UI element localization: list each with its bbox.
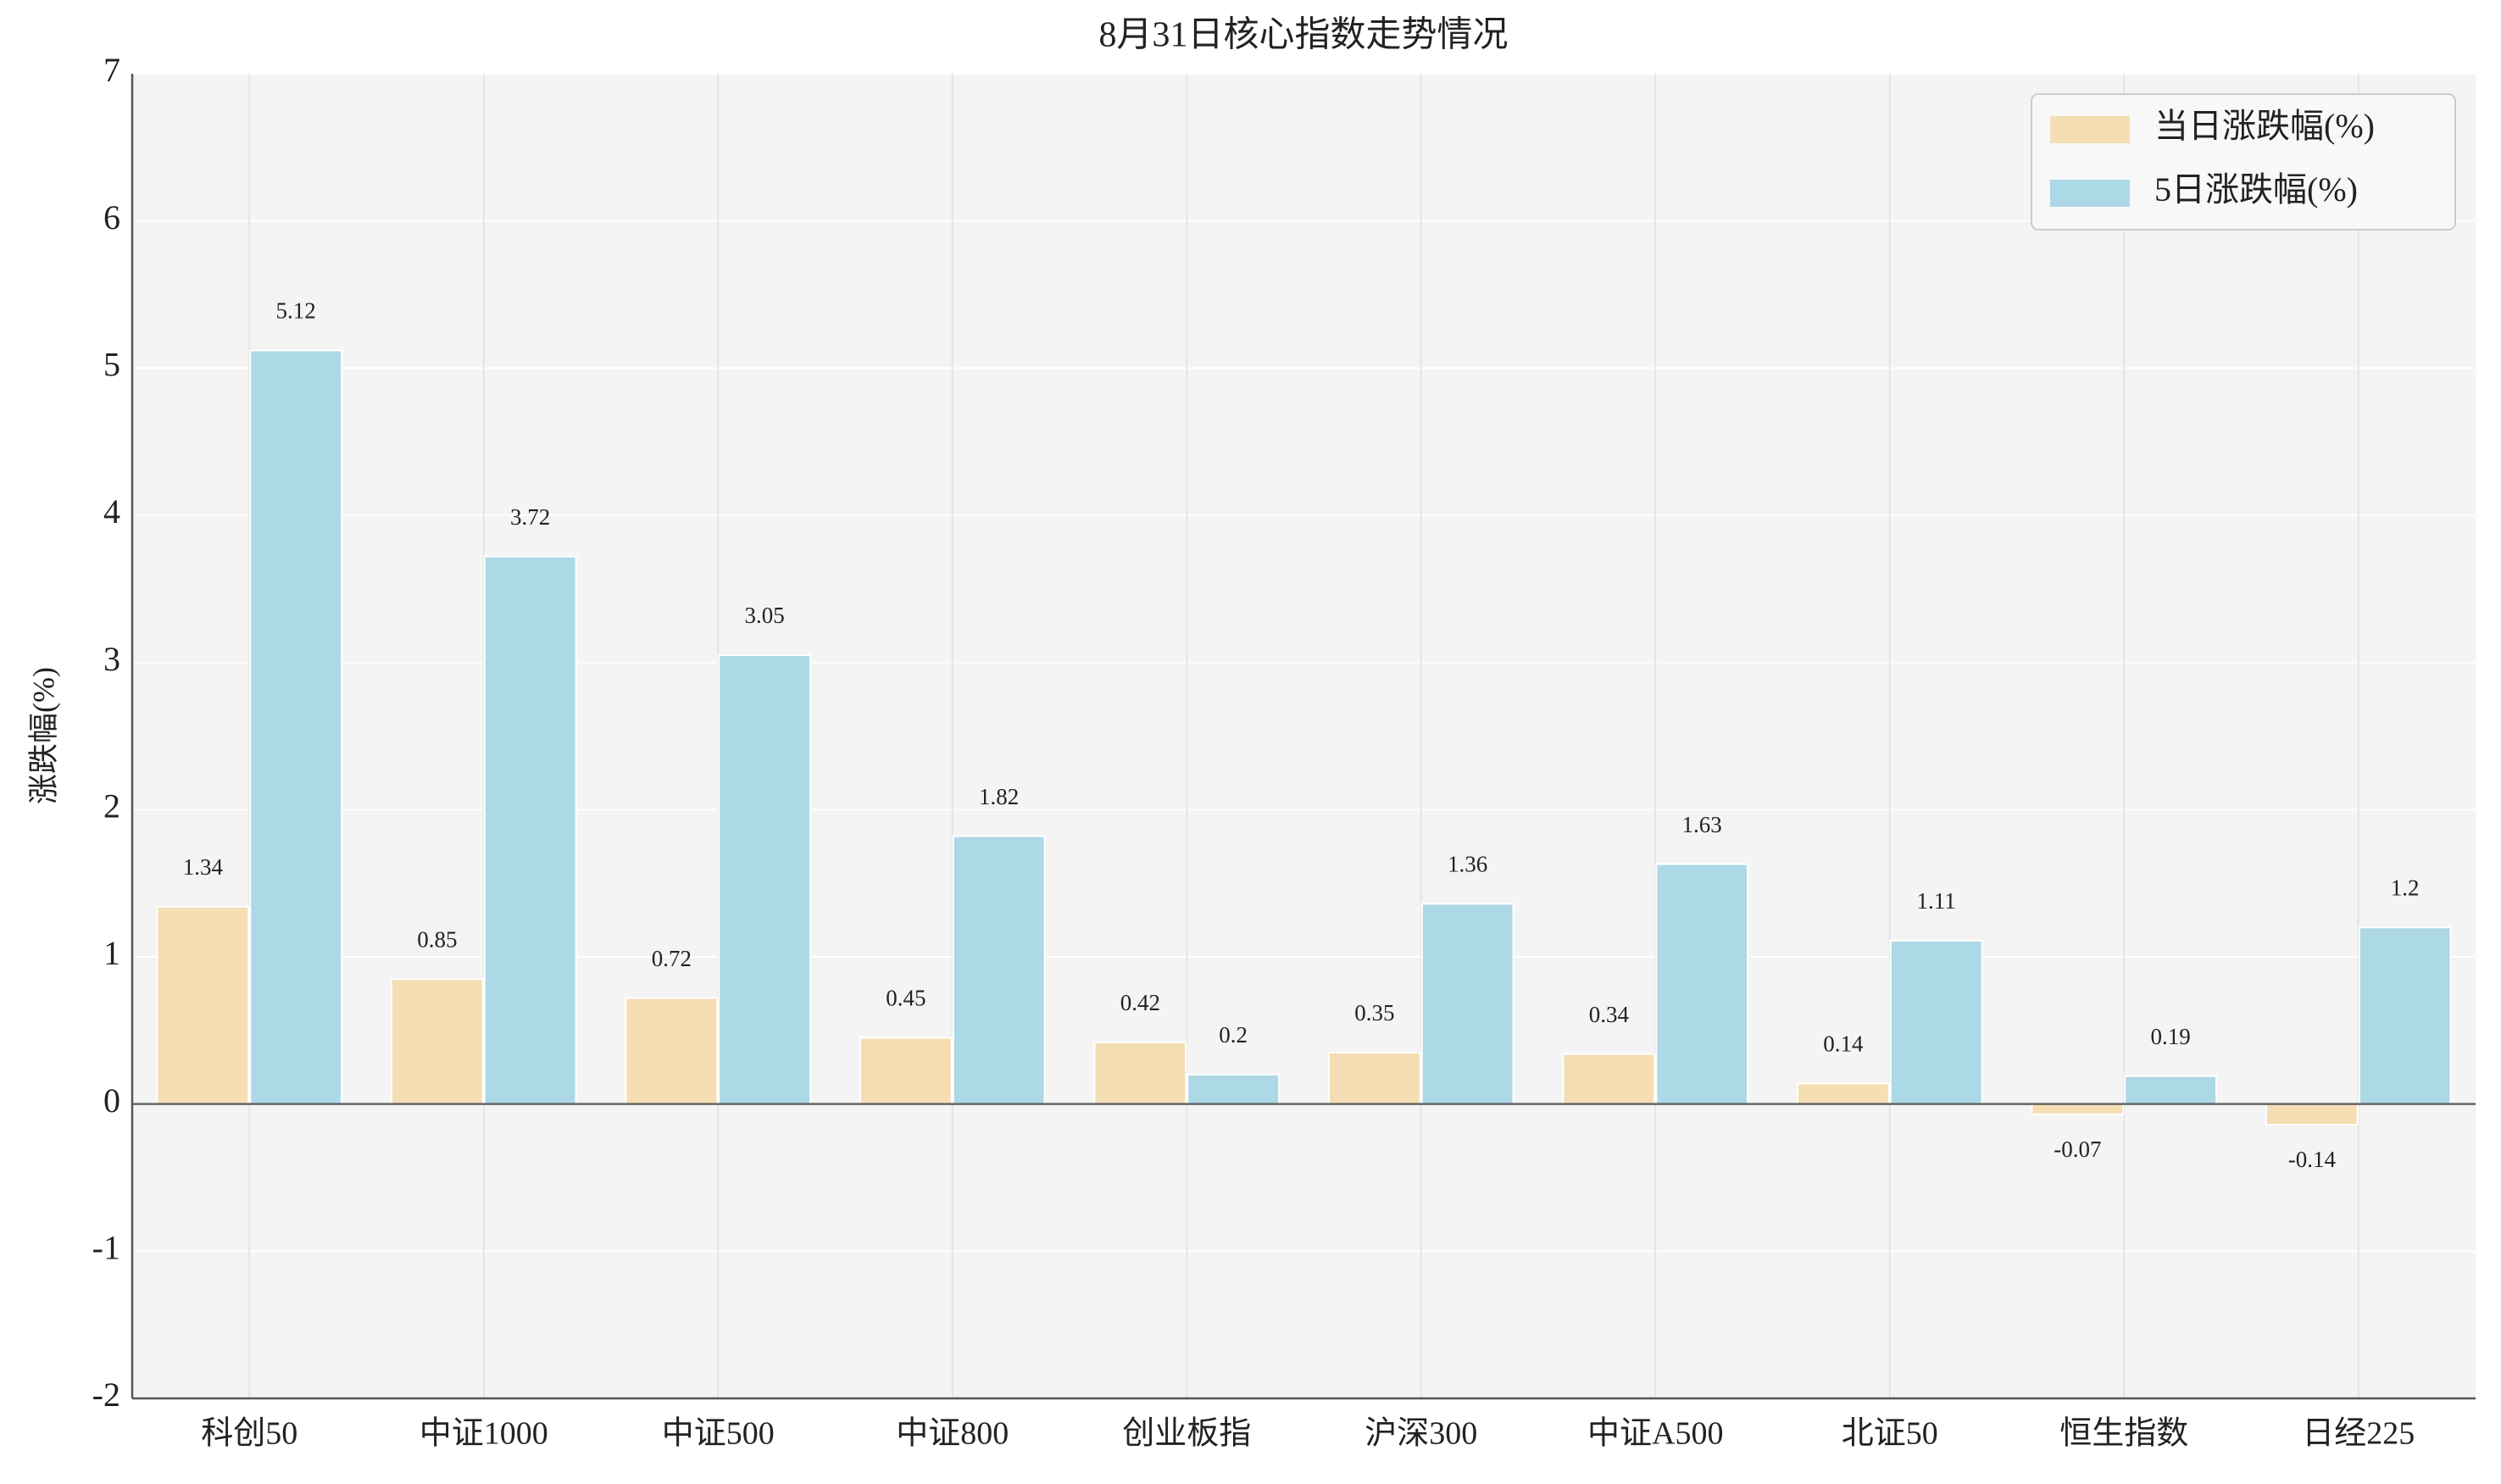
- x-tick-label: 北证50: [1842, 1416, 1938, 1452]
- value-label: 0.35: [1354, 1000, 1394, 1025]
- x-tick-label: 中证1000: [420, 1416, 548, 1452]
- value-label: 0.2: [1219, 1022, 1248, 1048]
- value-label: 0.72: [652, 946, 692, 971]
- bar: [1655, 863, 1749, 1105]
- y-tick-label: 6: [103, 198, 120, 236]
- value-label: 3.72: [510, 504, 550, 530]
- y-tick-label: 0: [103, 1081, 120, 1120]
- legend-swatch: [2050, 116, 2130, 143]
- value-label: 1.63: [1682, 812, 1722, 837]
- x-tick-label: 恒生指数: [2059, 1416, 2188, 1452]
- bar: [483, 555, 577, 1105]
- value-label: 0.85: [417, 926, 457, 952]
- value-label: 0.42: [1120, 990, 1160, 1015]
- value-label: 1.11: [1917, 888, 1956, 914]
- value-label: 0.45: [886, 986, 925, 1011]
- value-label: 1.36: [1448, 852, 1487, 877]
- bar: [249, 349, 343, 1105]
- x-tick-label: 中证800: [896, 1416, 1009, 1452]
- y-tick-label: 5: [103, 346, 120, 384]
- legend-label: 当日涨跌幅(%): [2154, 107, 2375, 145]
- x-tick-label: 沪深300: [1364, 1416, 1477, 1452]
- value-label: 0.19: [2151, 1024, 2191, 1049]
- bar: [718, 653, 812, 1105]
- bar: [156, 905, 250, 1105]
- y-tick-label: 7: [103, 51, 120, 89]
- bar: [2358, 926, 2452, 1105]
- bar: [2031, 1103, 2125, 1115]
- bar: [1796, 1082, 1890, 1105]
- value-label: 1.82: [979, 784, 1019, 809]
- value-label: 0.34: [1589, 1002, 1630, 1027]
- bar: [390, 978, 484, 1105]
- value-label: 5.12: [276, 298, 316, 324]
- bar: [1187, 1073, 1281, 1105]
- legend-label: 5日涨跌幅(%): [2154, 170, 2358, 208]
- bar: [859, 1037, 953, 1105]
- bar: [1093, 1041, 1187, 1105]
- legend-box: [2031, 93, 2456, 231]
- bar: [1420, 903, 1514, 1105]
- y-tick-label: 4: [103, 492, 120, 531]
- x-tick-label: 中证A500: [1587, 1416, 1723, 1452]
- bar: [952, 835, 1046, 1105]
- bar: [1327, 1051, 1421, 1105]
- chart-title: 8月31日核心指数走势情况: [1098, 16, 1508, 55]
- bar: [625, 997, 719, 1105]
- bar: [2124, 1075, 2218, 1105]
- legend-swatch: [2050, 180, 2130, 207]
- y-tick-label: -1: [92, 1229, 120, 1267]
- value-label: 1.34: [183, 854, 224, 880]
- y-tick-label: 1: [103, 934, 120, 972]
- value-label: -0.14: [2288, 1147, 2337, 1172]
- y-axis-label: 涨跌幅(%): [26, 667, 60, 804]
- bar: [1889, 939, 1983, 1105]
- bar: [1562, 1053, 1656, 1105]
- y-tick-label: 2: [103, 787, 120, 825]
- value-label: 0.14: [1823, 1031, 1864, 1057]
- value-label: 1.2: [2391, 875, 2420, 900]
- y-tick-label: 3: [103, 640, 120, 678]
- x-tick-label: 日经225: [2302, 1416, 2415, 1452]
- y-tick-label: -2: [92, 1376, 120, 1414]
- bar: [2265, 1103, 2359, 1126]
- value-label: -0.07: [2054, 1137, 2101, 1162]
- value-label: 3.05: [745, 603, 785, 628]
- x-tick-label: 中证500: [662, 1416, 775, 1452]
- x-tick-label: 创业板指: [1122, 1416, 1251, 1452]
- x-tick-label: 科创50: [201, 1416, 297, 1452]
